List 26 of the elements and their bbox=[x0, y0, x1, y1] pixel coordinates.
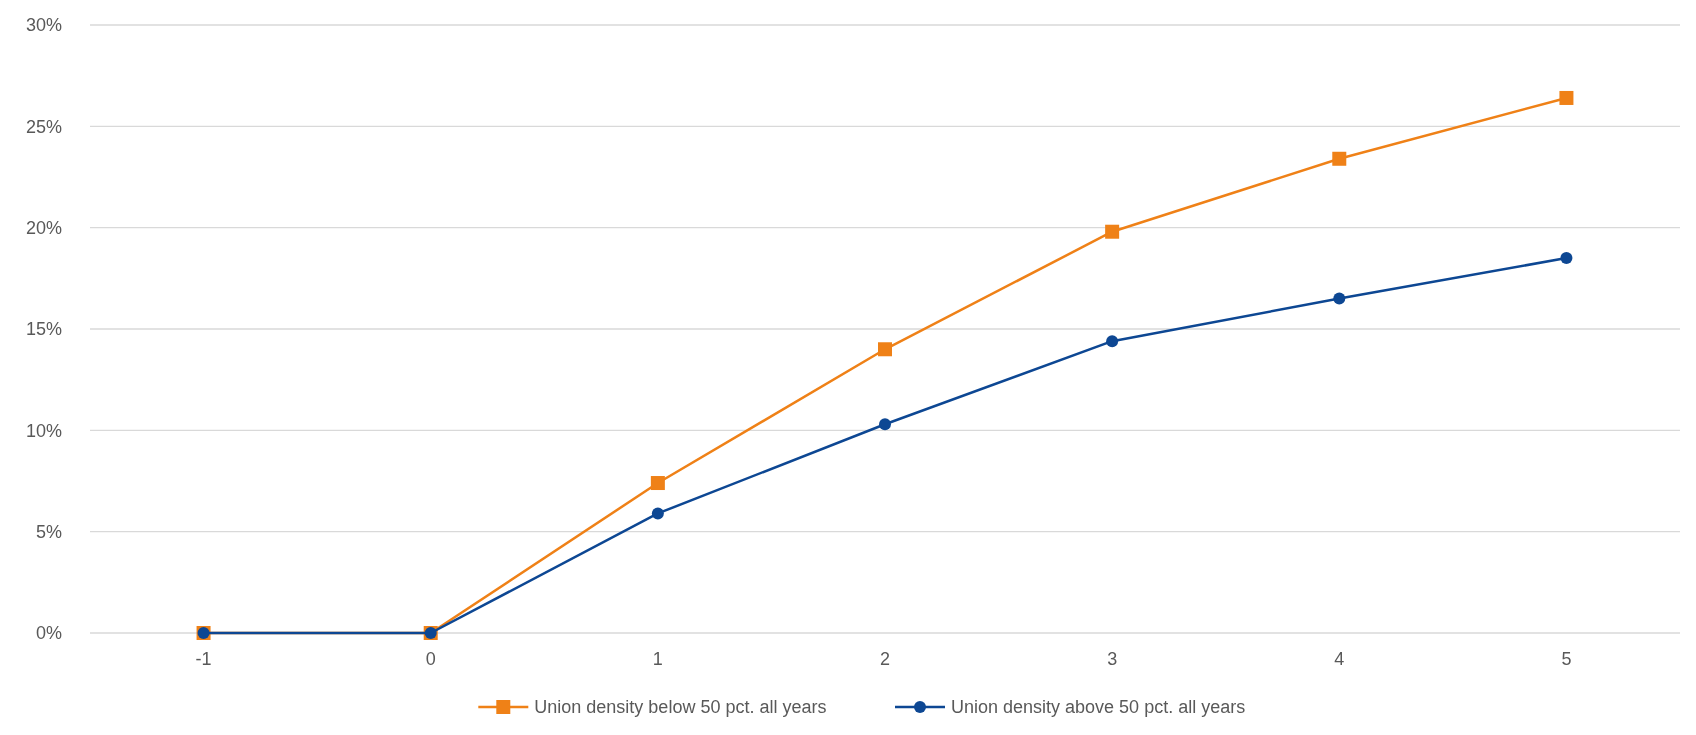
point bbox=[1106, 335, 1119, 348]
point bbox=[1333, 292, 1346, 305]
x-tick-label: 3 bbox=[1107, 649, 1118, 669]
point bbox=[1105, 224, 1120, 239]
legend-label: Union density below 50 pct. all years bbox=[534, 697, 827, 718]
point bbox=[651, 507, 664, 520]
point bbox=[1332, 151, 1347, 166]
y-tick-label: 0% bbox=[35, 623, 62, 644]
y-tick-label: 15% bbox=[25, 319, 62, 340]
x-tick-label: 4 bbox=[1334, 649, 1345, 669]
x-tick-label: 0 bbox=[425, 649, 436, 669]
point bbox=[1559, 90, 1574, 105]
x-tick-label: -1 bbox=[195, 649, 212, 669]
x-tick-label: 5 bbox=[1561, 649, 1572, 669]
x-tick-label: 1 bbox=[652, 649, 663, 669]
point bbox=[878, 342, 892, 357]
point bbox=[1560, 252, 1573, 265]
point bbox=[650, 476, 665, 491]
y-tick-label: 20% bbox=[25, 217, 62, 238]
x-tick-label: 2 bbox=[879, 649, 891, 669]
y-tick-label: 25% bbox=[25, 116, 62, 137]
y-tick-label: 10% bbox=[25, 420, 62, 441]
legend-label: Union density above 50 pct. all years bbox=[951, 697, 1246, 718]
y-tick-label: 30% bbox=[25, 15, 62, 36]
point bbox=[879, 418, 891, 431]
y-tick-label: 5% bbox=[35, 521, 62, 542]
